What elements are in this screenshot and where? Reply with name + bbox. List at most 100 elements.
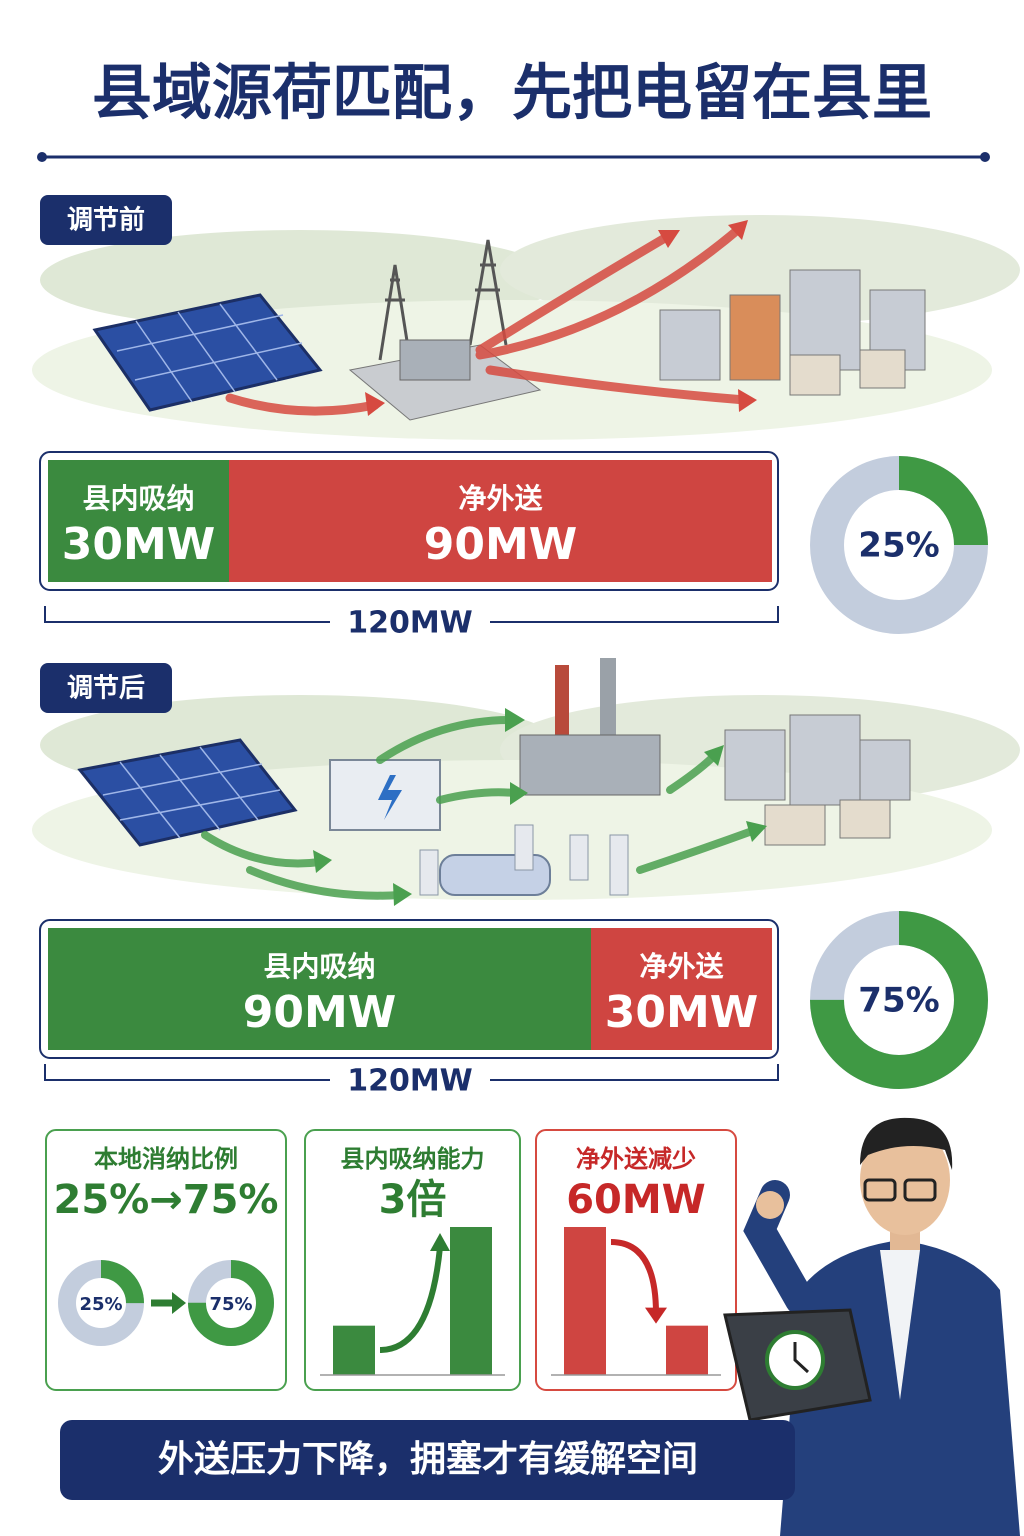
decoration — [510, 782, 528, 805]
card-headline: 25%→75% — [54, 1177, 279, 1223]
decoration — [609, 834, 629, 896]
segment-name: 净外送 — [639, 950, 723, 983]
donut-label: 75% — [209, 1294, 252, 1315]
total-label: 120MW — [347, 1064, 473, 1099]
decoration — [738, 389, 757, 412]
decoration — [659, 309, 721, 381]
donut-share — [810, 456, 988, 634]
donut-label: 25% — [79, 1294, 122, 1315]
decoration — [365, 392, 385, 416]
decoration — [219, 303, 278, 381]
illustration-after — [32, 658, 1020, 906]
decoration — [313, 708, 767, 906]
decoration — [225, 393, 380, 416]
total-label: 120MW — [347, 606, 473, 641]
decoration — [863, 1178, 897, 1202]
decoration — [135, 320, 193, 403]
decoration — [119, 789, 281, 821]
decoration — [789, 269, 861, 371]
donut-share — [810, 911, 988, 1089]
bar-segment — [229, 460, 772, 582]
decoration — [860, 1125, 950, 1235]
card-title: 净外送减少 — [576, 1145, 696, 1173]
decoration — [789, 354, 841, 396]
donut-label: 75% — [858, 981, 939, 1021]
title: 县域源荷匹配，先把电留在县里 — [92, 59, 932, 129]
decoration — [201, 831, 324, 868]
decoration — [704, 745, 724, 766]
decoration — [102, 763, 263, 796]
decoration — [393, 883, 412, 906]
footer-banner — [60, 1420, 795, 1500]
segment-name: 净外送 — [458, 482, 542, 515]
donut-share — [188, 1260, 274, 1346]
card-headline: 60MW — [566, 1177, 706, 1223]
decoration — [789, 714, 861, 806]
decoration — [119, 761, 181, 839]
decoration — [514, 824, 534, 871]
illustration-before — [32, 215, 1020, 440]
total-bracket — [44, 606, 779, 623]
decoration — [764, 804, 826, 846]
decoration — [177, 311, 236, 393]
segment-value: 30MW — [62, 519, 216, 570]
bar-segment — [48, 928, 591, 1050]
card-bar — [333, 1325, 375, 1375]
section-tag-bg — [40, 663, 172, 713]
decoration — [365, 220, 757, 416]
decoration — [793, 1342, 810, 1374]
decoration — [102, 746, 281, 839]
decoration — [225, 223, 750, 416]
total-bracket — [44, 1064, 779, 1081]
decoration — [159, 754, 221, 831]
decoration — [475, 230, 675, 355]
change-arrowhead — [172, 1292, 186, 1314]
decoration — [378, 239, 508, 361]
section-tag-bg — [40, 195, 172, 245]
decoration — [839, 799, 891, 839]
decoration — [419, 824, 629, 896]
trend-arrowhead — [645, 1307, 667, 1324]
decoration — [903, 1178, 937, 1202]
card-title: 本地消纳比例 — [94, 1145, 238, 1173]
decoration — [419, 849, 439, 896]
decoration — [201, 716, 759, 900]
decoration — [859, 349, 906, 389]
title-rule — [37, 152, 990, 162]
donut-label: 25% — [858, 526, 939, 566]
card-bar — [450, 1227, 492, 1375]
decoration — [729, 294, 781, 381]
decoration — [980, 152, 990, 162]
card-bar — [666, 1325, 708, 1375]
decoration — [399, 339, 471, 381]
decoration — [134, 342, 303, 381]
decoration — [724, 714, 911, 846]
decoration — [724, 729, 786, 801]
decoration — [519, 734, 661, 796]
decoration — [728, 220, 748, 240]
decoration — [756, 1191, 784, 1219]
decoration — [116, 314, 284, 352]
decoration — [859, 739, 911, 801]
decoration — [313, 850, 332, 873]
decoration — [880, 1250, 920, 1400]
decoration — [636, 826, 759, 874]
decoration — [378, 775, 402, 820]
card-title: 县内吸纳能力 — [341, 1145, 485, 1173]
decoration — [468, 239, 508, 346]
bar-segment — [591, 928, 772, 1050]
trend-arrow — [610, 1239, 659, 1314]
decoration — [659, 269, 926, 396]
decoration — [555, 665, 569, 735]
segment-name: 县内吸纳 — [263, 950, 375, 983]
decoration — [860, 1117, 953, 1170]
decoration — [658, 230, 680, 248]
decoration — [37, 152, 47, 162]
decoration — [485, 365, 750, 405]
decoration — [378, 264, 412, 361]
trend-arrow — [379, 1246, 443, 1353]
decoration — [600, 658, 616, 738]
decoration — [569, 834, 589, 881]
trend-arrowhead — [430, 1233, 450, 1251]
